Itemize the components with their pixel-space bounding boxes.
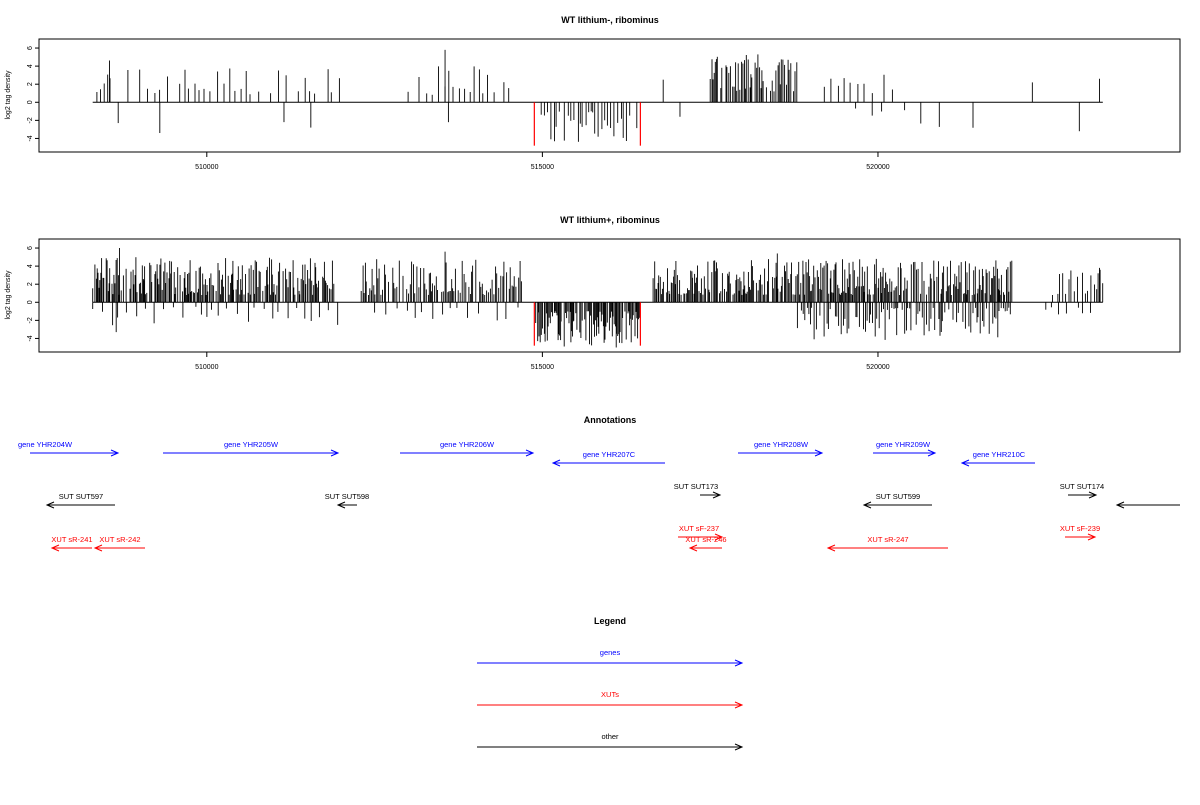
density-bars	[92, 49, 1103, 146]
y-tick-label: 2	[27, 82, 34, 86]
track-title: WT lithium-, ribominus	[561, 15, 659, 25]
y-tick-label: 0	[27, 300, 34, 304]
annotation-arrow-gene	[30, 449, 120, 457]
density-bars	[92, 248, 1104, 348]
y-axis-label: log2 tag density	[5, 70, 12, 120]
annotation-label: XUT sR-247	[867, 535, 908, 544]
annotation-label: gene YHR208W	[754, 440, 809, 449]
annotation-features: gene YHR204W gene YHR205W gene YHR206W gene…	[18, 440, 1180, 552]
annotation-arrow-gene	[163, 449, 340, 457]
annotation-arrow-xut	[678, 533, 724, 541]
legend-title: Legend	[594, 616, 626, 626]
annotation-label: XUT sF-239	[1060, 524, 1100, 533]
annotation-arrow-xut	[688, 544, 722, 552]
y-tick-label: 0	[27, 100, 34, 104]
annotation-label: SUT SUT599	[876, 492, 920, 501]
legend-label: genes	[600, 648, 621, 657]
annotation-arrow-gene	[960, 459, 1035, 467]
track-panel-lithium-minus: WT lithium-, ribominus log2 tag density …	[5, 15, 1181, 171]
annotation-label: SUT SUT173	[674, 482, 718, 491]
annotation-arrow-xut	[50, 544, 92, 552]
x-tick-label: 520000	[866, 164, 889, 171]
annotation-arrow-xut	[826, 544, 948, 552]
y-tick-label: -2	[27, 317, 34, 323]
y-axis: 6 4 2 0 -2 -4	[27, 246, 39, 342]
track-panel-lithium-plus: WT lithium+, ribominus log2 tag density …	[5, 215, 1181, 371]
y-tick-label: 6	[27, 246, 34, 250]
y-axis-label: log2 tag density	[5, 270, 12, 320]
annotation-arrow-other	[1115, 501, 1180, 509]
annotation-label: SUT SUT174	[1060, 482, 1104, 491]
annotation-arrow-xut	[1065, 533, 1097, 541]
annotation-label: gene YHR210C	[973, 450, 1026, 459]
x-tick-label: 515000	[531, 164, 554, 171]
legend-label: XUTs	[601, 690, 619, 699]
y-tick-label: 6	[27, 46, 34, 50]
plot-frame	[38, 238, 1181, 353]
annotation-arrow-xut	[93, 544, 145, 552]
y-tick-label: 4	[27, 264, 34, 268]
annotation-label: XUT sR-242	[99, 535, 140, 544]
legend-items: genes XUTs other	[477, 648, 744, 751]
annotation-arrow-other	[336, 501, 357, 509]
y-tick-label: 4	[27, 64, 34, 68]
legend-arrow-xut	[477, 701, 744, 709]
annotation-label: gene YHR205W	[224, 440, 279, 449]
annotation-label: gene YHR207C	[583, 450, 636, 459]
x-tick-label: 515000	[531, 364, 554, 371]
annotation-label: gene YHR204W	[18, 440, 73, 449]
annotation-label: XUT sR-246	[685, 535, 726, 544]
annotation-arrow-gene	[738, 449, 824, 457]
annotations-title: Annotations	[584, 415, 637, 425]
legend-arrow-other	[477, 743, 744, 751]
x-axis: 510000 515000 520000	[195, 352, 890, 371]
y-tick-label: 2	[27, 282, 34, 286]
x-tick-label: 510000	[195, 364, 218, 371]
annotation-arrow-gene	[551, 459, 665, 467]
x-tick-label: 520000	[866, 364, 889, 371]
y-tick-label: -4	[27, 335, 34, 341]
annotation-arrow-gene	[873, 449, 937, 457]
legend-arrow-gene	[477, 659, 744, 667]
annotation-arrow-other	[700, 491, 722, 499]
annotation-label: gene YHR206W	[440, 440, 495, 449]
x-axis: 510000 515000 520000	[195, 152, 890, 171]
plot-frame	[38, 38, 1181, 153]
track-title: WT lithium+, ribominus	[560, 215, 660, 225]
x-tick-label: 510000	[195, 164, 218, 171]
annotations-section: Annotations gene YHR204W gene YHR205W gene…	[18, 415, 1180, 552]
annotation-arrow-gene	[400, 449, 535, 457]
annotation-label: XUT sF-237	[679, 524, 719, 533]
legend-label: other	[601, 732, 619, 741]
y-tick-label: -2	[27, 117, 34, 123]
annotation-label: gene YHR209W	[876, 440, 931, 449]
y-tick-label: -4	[27, 135, 34, 141]
annotation-label: XUT sR-241	[51, 535, 92, 544]
annotation-label: SUT SUT597	[59, 492, 103, 501]
annotation-arrow-other	[862, 501, 932, 509]
legend-section: Legend genes XUTs other	[477, 616, 744, 751]
annotation-arrow-other	[1068, 491, 1098, 499]
annotation-arrow-other	[45, 501, 115, 509]
annotation-label: SUT SUT598	[325, 492, 369, 501]
y-axis: 6 4 2 0 -2 -4	[27, 46, 39, 142]
